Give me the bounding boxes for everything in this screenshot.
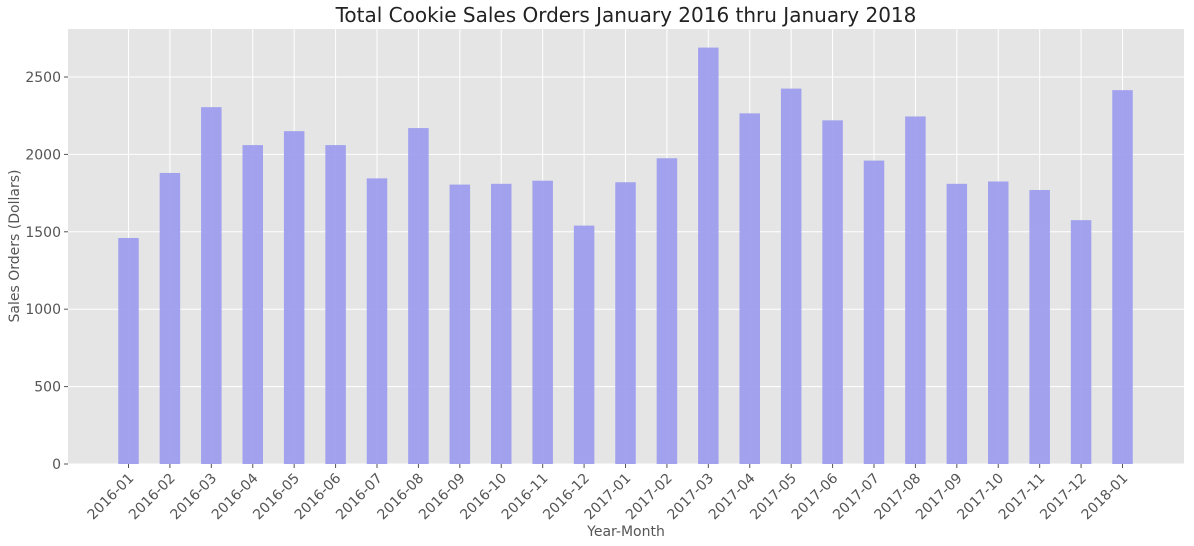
bar-2016-02 <box>159 172 181 465</box>
y-tick-label: 2500 <box>25 70 61 86</box>
bar-2016-10 <box>491 183 512 465</box>
bar-2016-12 <box>573 225 595 464</box>
bar-2016-03 <box>201 107 222 465</box>
bar-2016-08 <box>408 128 429 464</box>
y-tick-label: 1000 <box>25 302 61 318</box>
bar-2017-10 <box>988 181 1009 464</box>
bar-2016-04 <box>242 145 263 464</box>
bar-2017-02 <box>656 158 678 464</box>
bar-2016-05 <box>283 131 305 464</box>
bar-2017-01 <box>615 182 636 464</box>
x-tick-label: 2018-01 <box>1079 471 1132 524</box>
plot-area: 050010001500200025002016-012016-022016-0… <box>25 29 1184 523</box>
chart-title: Total Cookie Sales Orders January 2016 t… <box>335 3 917 27</box>
bar-2017-07 <box>863 160 885 465</box>
y-tick-label: 0 <box>52 457 61 473</box>
bar-2017-04 <box>739 113 760 465</box>
bar-2017-05 <box>780 88 802 465</box>
bar-2018-01 <box>1112 90 1133 464</box>
bar-2017-11 <box>1029 189 1050 464</box>
x-axis-label: Year-Month <box>586 524 665 540</box>
bar-2017-08 <box>905 116 926 464</box>
y-tick-label: 1500 <box>25 225 61 241</box>
y-axis-label: Sales Orders (Dollars) <box>7 170 23 323</box>
bar-2017-06 <box>822 120 843 464</box>
bar-2017-03 <box>698 47 719 465</box>
bar-2017-12 <box>1070 220 1092 464</box>
bar-2016-01 <box>118 237 139 464</box>
bar-2016-11 <box>532 180 553 464</box>
y-tick-label: 2000 <box>25 147 61 163</box>
bar-2016-07 <box>366 178 388 465</box>
y-tick-label: 500 <box>34 380 61 396</box>
bar-2017-09 <box>946 183 968 465</box>
bar-2016-09 <box>449 184 471 464</box>
bar-2016-06 <box>325 145 346 464</box>
